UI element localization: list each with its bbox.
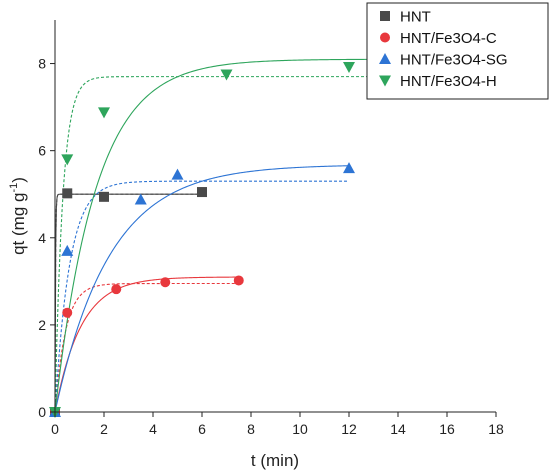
x-tick-label: 16: [439, 421, 455, 437]
hnt-fit-dashed-curve: [54, 193, 202, 413]
hnt-fit-solid-curve: [54, 193, 202, 413]
y-tick-label: 2: [38, 317, 46, 333]
x-tick-label: 18: [488, 421, 504, 437]
hnt-fe3o4-h-point: [61, 154, 74, 166]
y-tick-label: 0: [38, 404, 46, 420]
hnt-fe3o4-sg-fit-solid-curve: [54, 165, 350, 413]
x-tick-label: 8: [247, 421, 255, 437]
legend-marker-hnt-fe3o4-c: [380, 32, 390, 43]
data-markers: [49, 58, 453, 418]
hnt-point: [62, 188, 73, 199]
x-tick-label: 12: [341, 421, 357, 437]
hnt-point: [99, 191, 109, 202]
y-axis-title-close: ): [9, 177, 28, 183]
fit-curves: [54, 58, 447, 413]
legend-label-hnt-fe3o4-c: HNT/Fe3O4-C: [400, 30, 497, 47]
hnt-fe3o4-c-point: [160, 277, 171, 288]
legend-label-hnt-fe3o4-h: HNT/Fe3O4-H: [400, 73, 497, 90]
y-ticks: 0 2 4 6 8: [38, 56, 55, 420]
y-axis-title: qt (mg g-1): [8, 177, 28, 255]
x-tick-label: 10: [292, 421, 308, 437]
hnt-fe3o4-c-fit-dashed-curve: [54, 282, 239, 413]
y-tick-label: 4: [38, 230, 46, 246]
hnt-fe3o4-h-fit-dashed-curve: [54, 76, 447, 413]
hnt-fe3o4-h-point: [343, 62, 355, 74]
legend-label-hnt-fe3o4-sg: HNT/Fe3O4-SG: [400, 52, 508, 69]
legend-label-hnt: HNT: [400, 9, 431, 26]
y-tick-label: 6: [38, 143, 46, 159]
hnt-point: [197, 187, 207, 198]
y-axis-title-main: qt (mg g: [9, 193, 28, 255]
x-tick-label: 2: [100, 421, 108, 437]
hnt-fe3o4-c-point: [233, 275, 244, 286]
y-axis-title-sup: -1: [8, 183, 20, 193]
hnt-fe3o4-sg-point: [171, 168, 184, 180]
hnt-fe3o4-sg-fit-dashed-curve: [54, 180, 349, 413]
hnt-fe3o4-sg-point: [61, 244, 74, 256]
legend-marker-hnt-fe3o4-h: [379, 75, 391, 87]
hnt-fe3o4-sg-point: [134, 193, 147, 205]
hnt-fe3o4-h-fit-solid-curve: [54, 58, 447, 413]
hnt-fe3o4-c-point: [111, 284, 122, 295]
x-tick-label: 14: [390, 421, 406, 437]
hnt-fe3o4-c-point: [62, 307, 73, 318]
hnt-fe3o4-h-point: [98, 107, 110, 119]
axes: [54, 20, 496, 413]
hnt-fe3o4-sg-point: [343, 162, 355, 174]
legend-marker-hnt-fe3o4-sg: [379, 53, 391, 64]
hnt-fe3o4-h-point: [220, 69, 233, 81]
x-tick-label: 4: [149, 421, 157, 437]
x-axis-title: t (min): [251, 451, 299, 470]
hnt-fe3o4-c-fit-solid-curve: [54, 276, 239, 413]
x-ticks: 0 2 4 6 8 10 12 14 16 18: [51, 412, 504, 437]
x-tick-label: 0: [51, 421, 59, 437]
x-tick-label: 6: [198, 421, 206, 437]
legend: HNT HNT/Fe3O4-C HNT/Fe3O4-SG HNT/Fe3O4-H: [366, 2, 549, 100]
legend-box: [366, 2, 549, 100]
y-tick-label: 8: [38, 56, 46, 72]
legend-marker-hnt: [380, 11, 390, 21]
